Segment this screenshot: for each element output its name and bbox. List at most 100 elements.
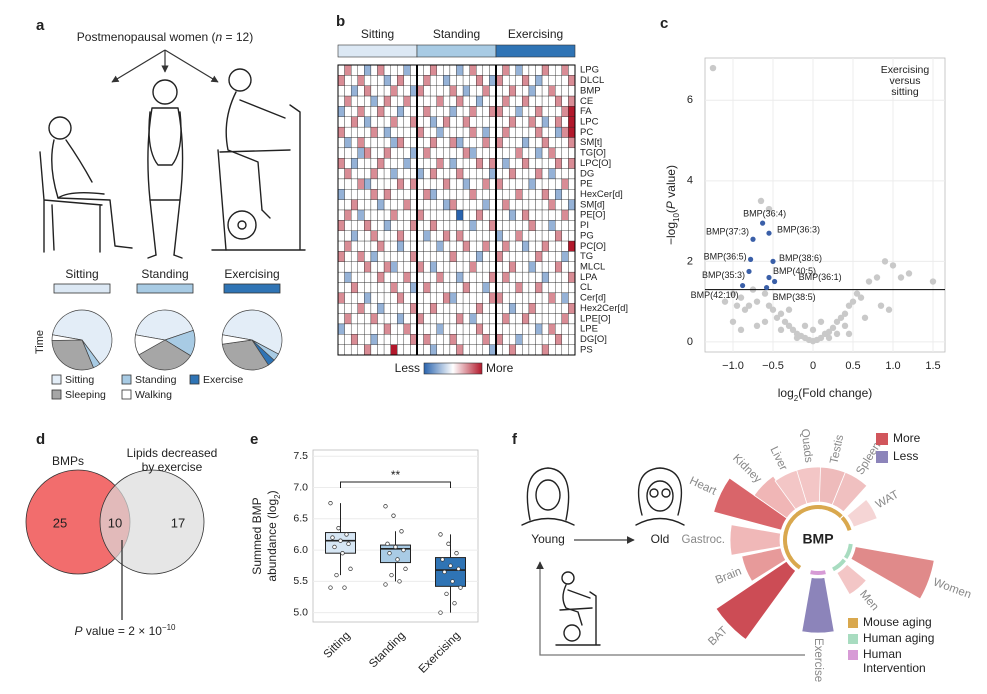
heatmap-cell — [337, 303, 345, 314]
heatmap-cell — [522, 106, 530, 117]
significance-bracket — [340, 481, 451, 488]
heatmap-cell — [344, 147, 352, 159]
heatmap-cell — [350, 158, 358, 169]
point — [897, 274, 905, 281]
heatmap-cell — [462, 199, 470, 211]
heatmap-cell — [377, 147, 385, 159]
heatmap-cell — [449, 292, 457, 304]
heatmap-cell — [456, 334, 464, 345]
heatmap-cell — [541, 334, 549, 345]
highlight-point — [740, 282, 746, 289]
condition-bar — [53, 283, 111, 294]
heatmap-cell — [429, 303, 437, 314]
heatmap-cell — [397, 344, 405, 356]
heatmap-cell — [383, 147, 391, 159]
heatmap-cell — [508, 189, 516, 200]
point — [385, 541, 390, 546]
heatmap-cell — [476, 334, 484, 345]
heatmap-cell — [456, 282, 464, 294]
heatmap-cell — [423, 85, 431, 97]
heatmap-cell — [462, 313, 470, 325]
heatmap-cell — [462, 209, 470, 221]
heatmap-cell — [443, 95, 451, 107]
heatmap-cell — [443, 199, 451, 211]
heatmap-cell — [423, 178, 431, 190]
heatmap-cell — [515, 137, 523, 149]
heatmap-cell — [561, 271, 569, 283]
heatmap-cell — [350, 344, 358, 356]
heatmap-cell — [502, 189, 510, 200]
heatmap-cell — [377, 282, 385, 294]
heatmap-cell — [436, 323, 444, 335]
heatmap-cell — [528, 189, 536, 200]
heatmap-cell — [423, 75, 431, 86]
heatmap-cell — [502, 158, 510, 169]
annotation: versus — [890, 75, 921, 87]
heatmap-cell — [555, 158, 563, 169]
heatmap-cell — [449, 178, 457, 190]
heatmap-cell — [476, 64, 484, 76]
heatmap-cell — [377, 95, 385, 107]
heatmap-cell — [502, 230, 510, 242]
heatmap-cell — [476, 313, 484, 325]
heatmap-cell — [397, 199, 405, 211]
heatmap-cell — [436, 126, 444, 138]
heatmap-cell — [344, 240, 352, 252]
heatmap-cell — [502, 292, 510, 304]
heatmap-cell — [555, 95, 563, 107]
heatmap-cell — [476, 85, 484, 97]
point — [450, 579, 455, 584]
heatmap-cell — [508, 240, 516, 252]
heatmap-cell — [449, 126, 457, 138]
spoke-label: Liver — [767, 445, 789, 473]
heatmap-cell — [344, 106, 352, 117]
heatmap-cell — [436, 209, 444, 221]
row-label: BMP — [580, 85, 601, 96]
heatmap-cell — [469, 230, 477, 242]
heatmap-cell — [528, 282, 536, 294]
group-bar — [416, 44, 497, 58]
heatmap-cell — [568, 64, 576, 76]
heatmap-cell — [350, 209, 358, 221]
heatmap-cell — [397, 116, 405, 128]
heatmap-cell — [377, 126, 385, 138]
row-label: PC — [580, 127, 593, 138]
heatmap-cell — [390, 323, 398, 335]
heatmap-cell — [377, 240, 385, 252]
heatmap-cell — [555, 220, 563, 231]
point — [346, 541, 351, 546]
heatmap-cell — [502, 199, 510, 211]
legend-swatch — [51, 374, 62, 385]
heatmap-cell — [429, 75, 437, 86]
point — [330, 535, 335, 540]
heatmap-cell — [357, 158, 365, 169]
heatmap-cell — [462, 116, 470, 128]
heatmap-cell — [482, 158, 490, 169]
heatmap-cell — [548, 199, 556, 211]
heatmap-cell — [449, 75, 457, 86]
heatmap-cell — [456, 230, 464, 242]
heatmap-cell — [397, 64, 405, 76]
legend-label: Human aging — [863, 631, 934, 645]
heatmap-cell — [469, 158, 477, 169]
heatmap-cell — [561, 158, 569, 169]
heatmap-cell — [443, 323, 451, 335]
point — [395, 557, 400, 562]
heatmap-cell — [337, 106, 345, 117]
heatmap-cell — [436, 230, 444, 242]
heatmap-cell — [482, 147, 490, 159]
heatmap-cell — [456, 251, 464, 262]
heatmap-cell — [522, 261, 530, 273]
heatmap-cell — [482, 292, 490, 304]
heatmap-cell — [443, 147, 451, 159]
radial-bar — [850, 546, 935, 600]
point — [342, 585, 347, 590]
heatmap-cell — [449, 323, 457, 335]
heatmap-cell — [423, 137, 431, 149]
text-part: 10 — [672, 213, 681, 222]
heatmap-cell — [528, 116, 536, 128]
point — [745, 302, 753, 309]
heatmap-cell — [390, 95, 398, 107]
heatmap-cell — [370, 199, 378, 211]
x-axis-label: log2(Fold change) — [778, 386, 873, 402]
